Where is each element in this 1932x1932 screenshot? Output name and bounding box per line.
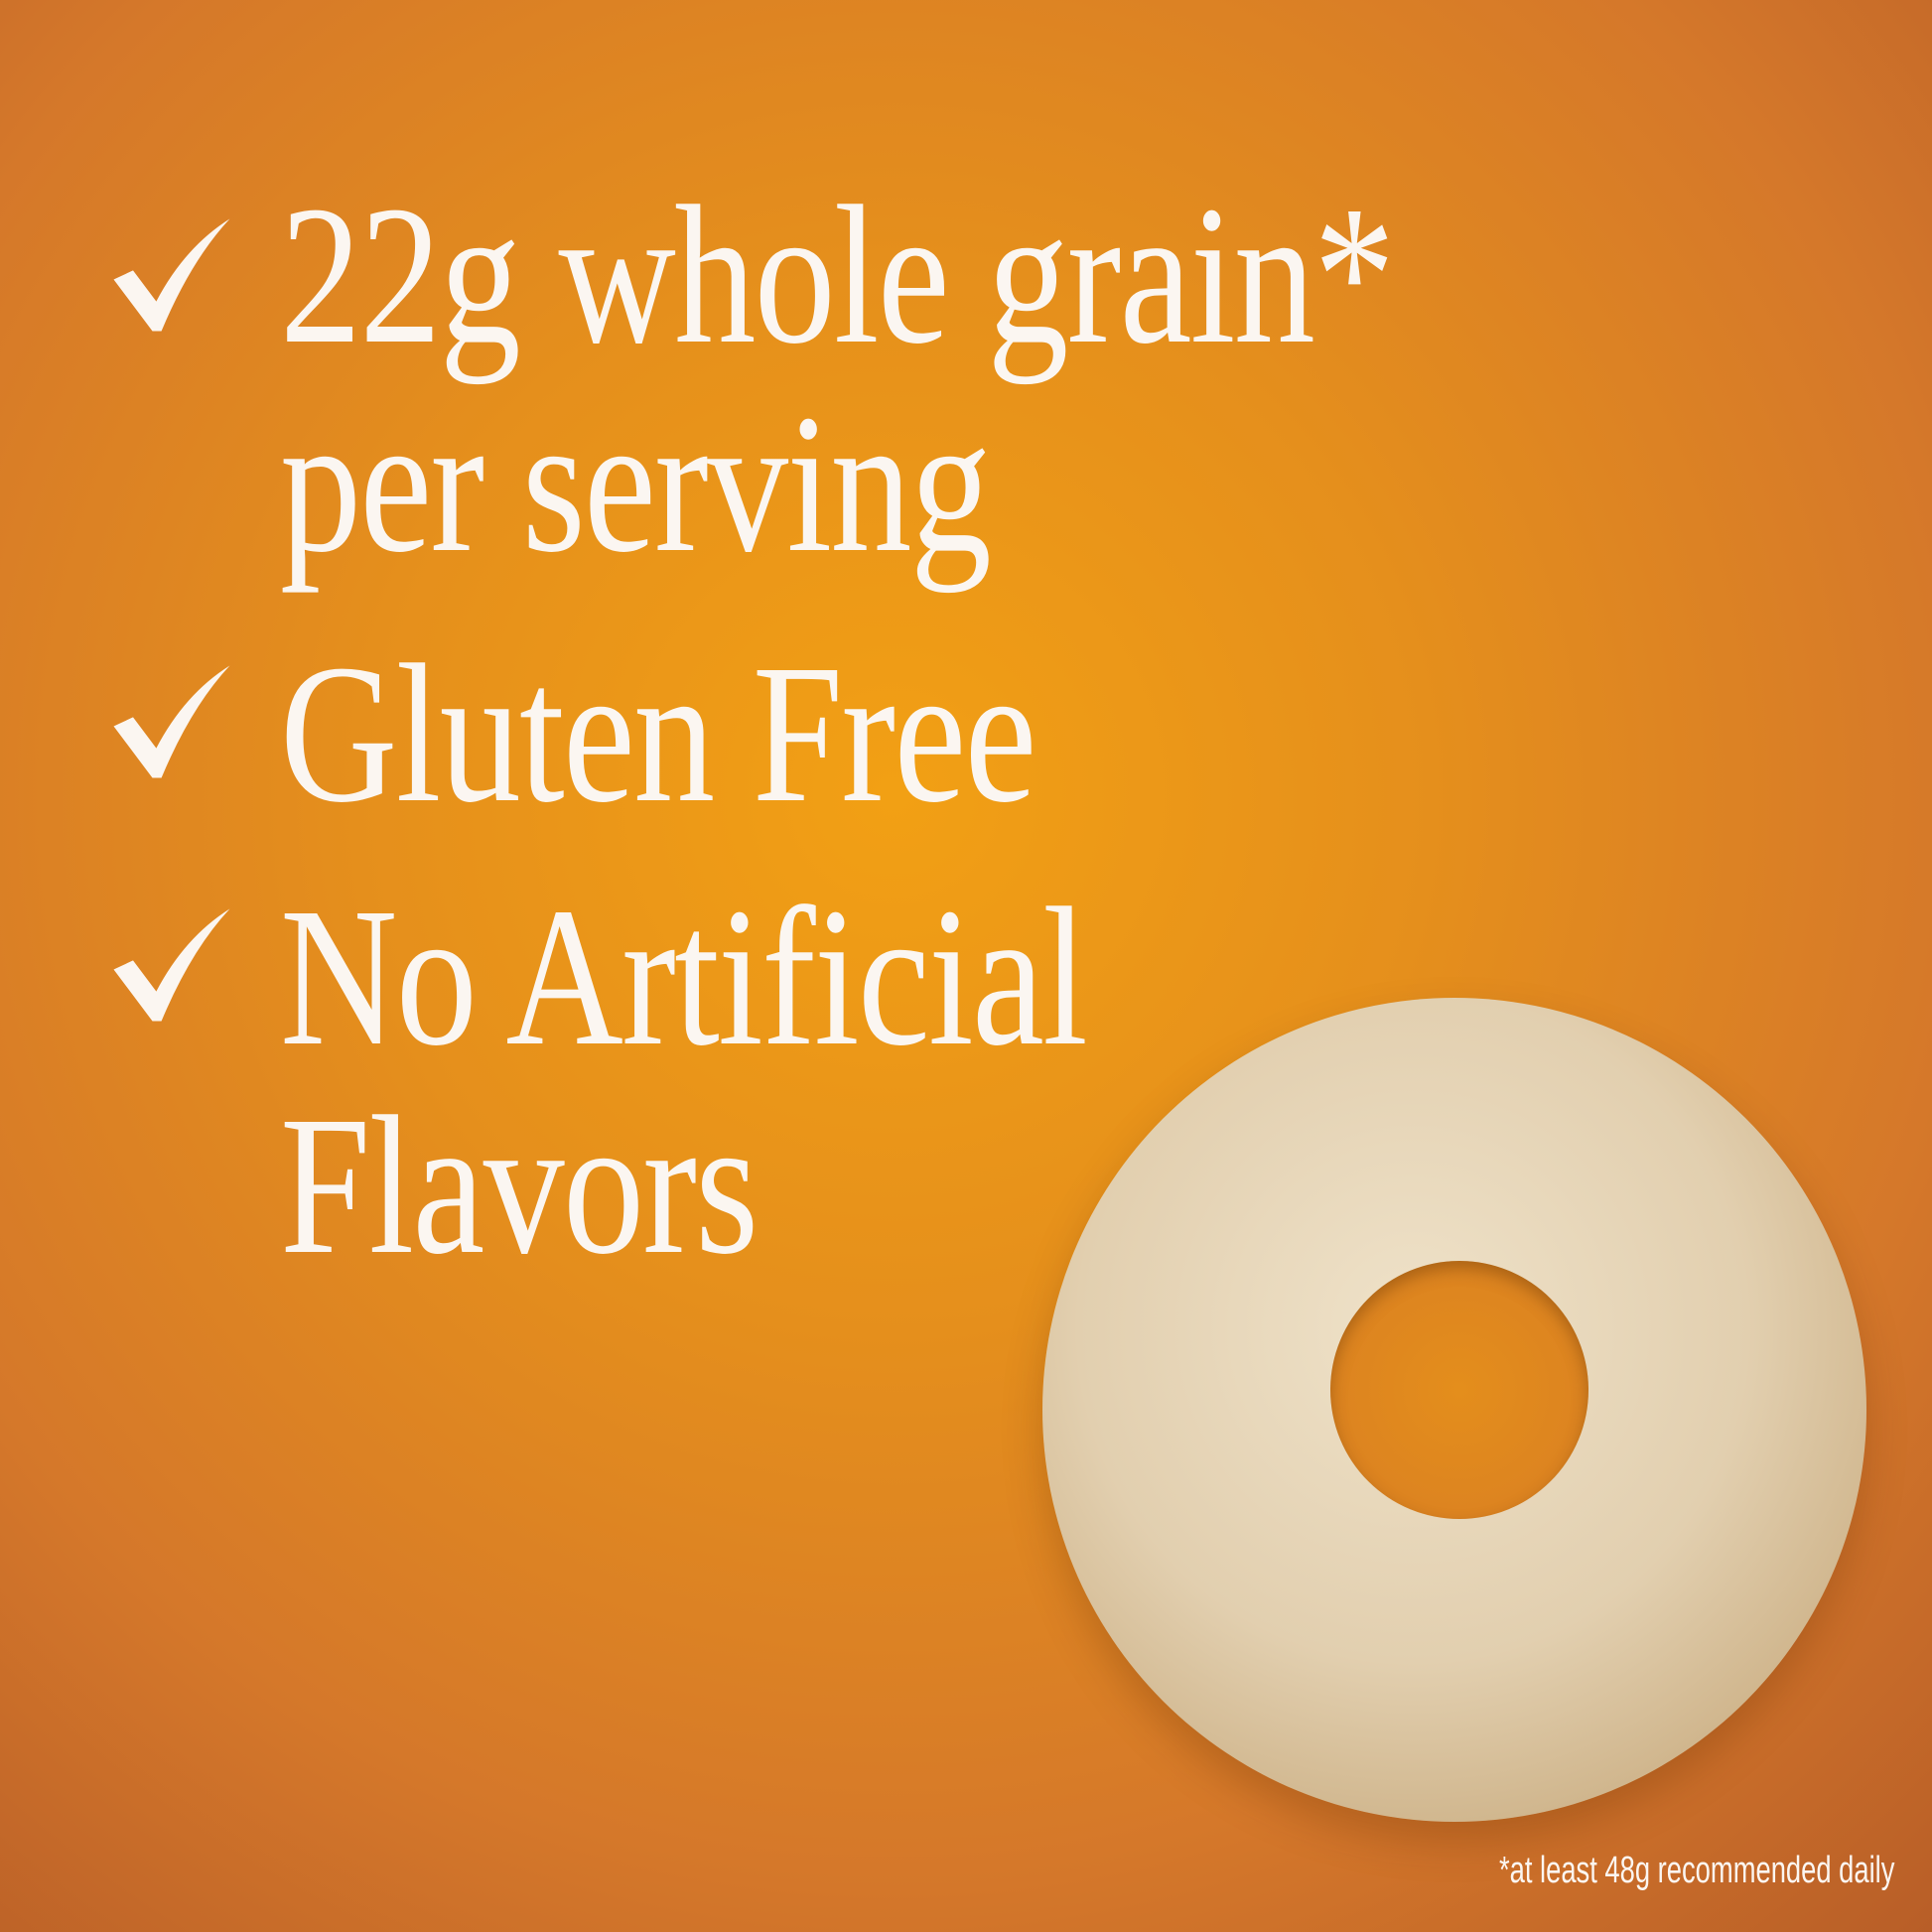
checkmark-icon (113, 908, 230, 1022)
claim-gluten-free: Gluten Free (280, 624, 1036, 844)
cereal-hole (1330, 1261, 1588, 1519)
cereal-piece-image (1042, 998, 1866, 1822)
claim-whole-grain-line2: per serving (280, 374, 992, 594)
checkmark-icon (113, 218, 230, 332)
claim-whole-grain: 22g whole grain* (280, 166, 1395, 385)
checkmark-icon (113, 665, 230, 778)
claim-no-artificial-flavors-line2: Flavors (280, 1076, 759, 1296)
claim-no-artificial-flavors: No Artificial (280, 868, 1088, 1087)
footnote: *at least 48g recommended daily (1498, 1850, 1894, 1891)
